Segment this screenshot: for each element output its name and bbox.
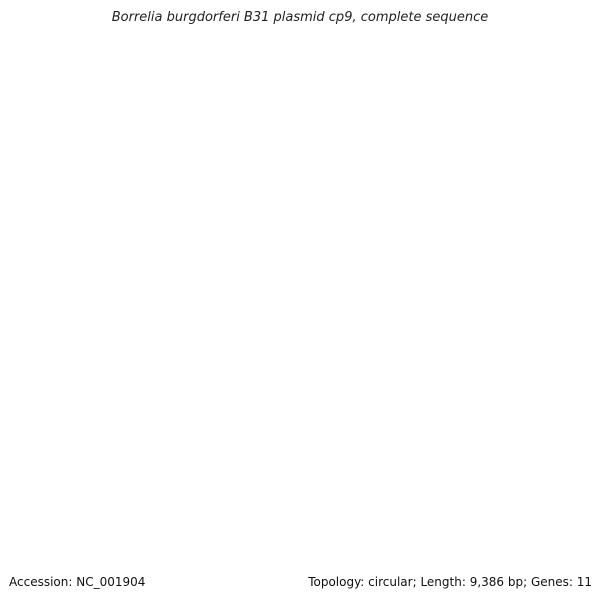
sequence-stats: Topology: circular; Length: 9,386 bp; Ge…: [308, 575, 592, 589]
map-title: Borrelia burgdorferi B31 plasmid cp9, co…: [111, 10, 489, 25]
accession-label: Accession: NC_001904: [9, 575, 146, 589]
